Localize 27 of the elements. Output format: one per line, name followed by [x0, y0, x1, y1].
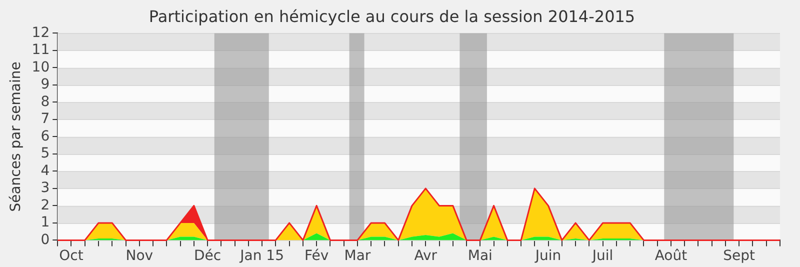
x-tick-label: Juil	[591, 248, 614, 264]
y-tick-label: 1	[40, 214, 50, 231]
x-tick-label: Avr	[414, 248, 438, 264]
chart-title: Participation en hémicycle au cours de la session 2014-2015	[148, 6, 636, 26]
y-tick-label: 0	[40, 232, 50, 248]
y-tick-label: 9	[40, 76, 50, 93]
y-tick-label: 12	[32, 24, 50, 41]
x-tick-label: Mar	[344, 248, 371, 264]
y-tick-label: 8	[40, 94, 50, 110]
x-tick-label: Oct	[59, 248, 84, 264]
y-tick-label: 11	[32, 42, 50, 58]
x-tick-label: Mai	[468, 248, 492, 264]
y-tick-label: 3	[40, 180, 50, 196]
y-tick-label: 2	[40, 197, 50, 214]
y-tick-label: 5	[40, 146, 50, 162]
x-tick-label: Sept	[723, 248, 756, 264]
x-tick-label: Jan 15	[239, 248, 284, 264]
y-tick-label: 10	[32, 59, 50, 76]
y-axis-title: Séances par semaine	[8, 62, 24, 212]
x-tick-label: Fév	[304, 248, 329, 264]
y-tick-label: 7	[40, 111, 50, 128]
x-tick-label: Juin	[534, 248, 562, 264]
y-tick-label: 6	[40, 128, 50, 144]
x-tick-label: Nov	[126, 248, 154, 264]
x-tick-label: Août	[654, 248, 688, 264]
y-tick-label: 4	[40, 162, 50, 179]
x-tick-label: Déc	[194, 248, 222, 264]
